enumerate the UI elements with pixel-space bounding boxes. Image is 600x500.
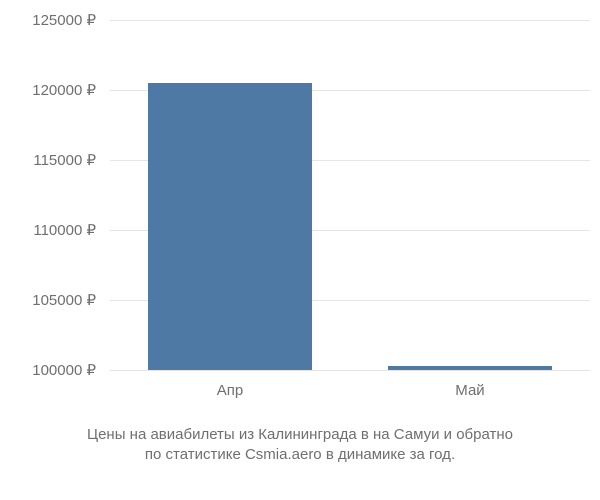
price-chart: 100000 ₽ 105000 ₽ 110000 ₽ 115000 ₽ 120000 ₽… xyxy=(0,0,600,500)
gridline xyxy=(110,370,590,371)
caption-line: Цены на авиабилеты из Калининграда в на … xyxy=(0,425,600,445)
y-tick-label: 120000 ₽ xyxy=(0,81,96,99)
x-tick-label: Май xyxy=(455,382,484,399)
x-tick-label: Апр xyxy=(217,382,243,399)
chart-caption: Цены на авиабилеты из Калининграда в на … xyxy=(0,425,600,466)
y-tick-label: 100000 ₽ xyxy=(0,361,96,379)
bar xyxy=(388,366,551,370)
bar xyxy=(148,83,311,370)
y-tick-label: 115000 ₽ xyxy=(0,151,96,169)
gridline xyxy=(110,20,590,21)
y-tick-label: 110000 ₽ xyxy=(0,221,96,239)
caption-line: по статистике Csmia.aero в динамике за г… xyxy=(0,445,600,465)
y-tick-label: 105000 ₽ xyxy=(0,291,96,309)
y-tick-label: 125000 ₽ xyxy=(0,11,96,29)
